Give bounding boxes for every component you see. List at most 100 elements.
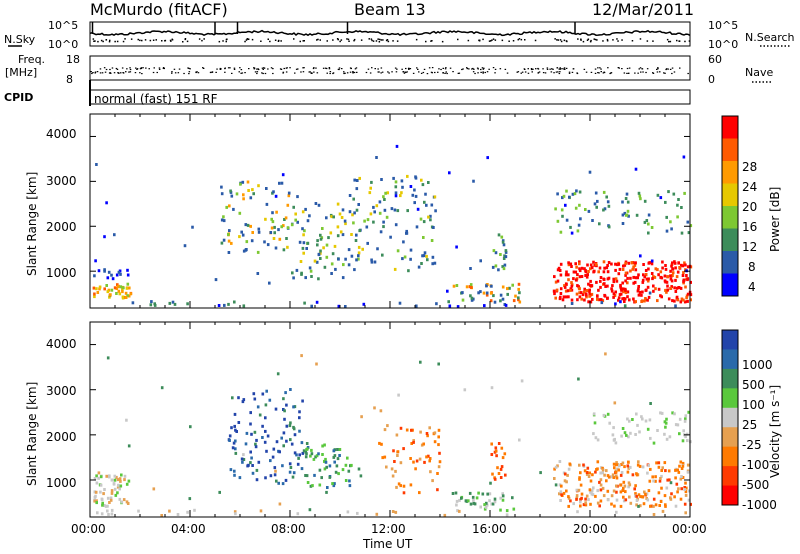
power-echo <box>499 253 502 256</box>
nave-series-dot <box>637 72 639 74</box>
power-echo <box>606 270 610 274</box>
power-echo <box>678 266 681 269</box>
power-echo <box>485 291 489 295</box>
nave-series-dot <box>600 71 602 73</box>
nsearch-series-dot <box>116 40 119 43</box>
nsearch-series-dot <box>415 38 418 41</box>
power-echo <box>644 269 648 272</box>
velocity-echo <box>233 424 236 428</box>
velocity-echo <box>418 491 421 495</box>
nsearch-series-dot <box>267 38 269 40</box>
power-echo <box>222 238 226 242</box>
velocity-echo <box>680 467 684 470</box>
velocity-echo <box>603 473 606 477</box>
nave-series-dot <box>125 71 127 73</box>
power-echo <box>614 277 618 281</box>
freq-series-dot <box>546 67 549 69</box>
power-echo <box>222 215 225 219</box>
power-cbar-tick: 20 <box>742 200 758 214</box>
velocity-echo <box>649 402 652 405</box>
power-echo <box>357 254 360 258</box>
velocity-echo <box>116 478 120 482</box>
velocity-echo <box>627 485 630 489</box>
power-echo <box>220 185 223 189</box>
velocity-echo <box>615 461 618 465</box>
power-echo <box>518 300 522 304</box>
velocity-echo <box>680 475 683 478</box>
velocity-echo <box>612 426 615 430</box>
power-echo <box>680 231 684 235</box>
velocity-echo <box>613 401 617 405</box>
power-echo <box>684 263 687 267</box>
velocity-echo <box>578 477 581 481</box>
velocity-echo <box>383 428 387 432</box>
velocity-echo <box>254 445 258 449</box>
velocity-echo <box>654 475 657 479</box>
velocity-echo <box>311 484 314 488</box>
nave-series-dot <box>238 71 240 73</box>
power-echo <box>242 304 246 308</box>
nsearch-series-dot <box>684 40 686 43</box>
power-echo <box>654 287 657 291</box>
velocity-echo <box>255 468 259 472</box>
velocity-echo <box>237 396 240 400</box>
power-echo <box>623 304 627 308</box>
nave-series-dot <box>308 71 310 73</box>
power-echo <box>370 180 373 184</box>
power-echo <box>341 233 345 237</box>
power-echo <box>126 282 130 286</box>
velocity-echo <box>235 430 238 433</box>
velocity-echo <box>497 442 501 445</box>
velocity-echo <box>584 501 587 505</box>
power-echo <box>347 263 351 267</box>
velocity-echo <box>289 421 292 425</box>
velocity-echo <box>107 513 110 516</box>
velocity-echo <box>273 473 277 477</box>
power-echo <box>578 262 581 266</box>
power-echo <box>504 249 508 253</box>
nave-series-dot <box>195 71 197 74</box>
power-echo <box>325 243 329 247</box>
nsearch-series-dot <box>326 40 328 42</box>
velocity-echo <box>315 454 319 458</box>
power-echo <box>485 293 489 297</box>
power-echo <box>665 229 669 233</box>
nave-series-dot <box>101 72 104 74</box>
freq-panel-frame <box>89 55 691 81</box>
power-echo <box>497 268 500 272</box>
nave-series-dot <box>197 72 200 74</box>
nsearch-series-dot <box>105 39 108 41</box>
velocity-echo <box>347 469 351 473</box>
velocity-echo <box>276 372 280 376</box>
velocity-echo <box>464 499 468 503</box>
nave-series-dot <box>215 71 217 73</box>
velocity-echo <box>100 512 104 516</box>
velocity-echo <box>654 503 658 507</box>
power-echo <box>570 284 574 288</box>
power-echo <box>306 219 310 223</box>
nsearch-series-dot <box>593 38 595 40</box>
nsearch-series-dot <box>596 39 598 41</box>
velocity-echo <box>346 456 349 460</box>
velocity-echo <box>93 499 96 503</box>
power-echo <box>559 287 563 291</box>
power-echo <box>671 267 675 271</box>
velocity-echo <box>414 467 417 471</box>
velocity-colorbar-segment <box>722 466 738 487</box>
power-echo <box>633 263 637 267</box>
velocity-echo <box>396 454 399 457</box>
power-echo <box>376 247 379 251</box>
velocity-echo <box>265 389 268 393</box>
power-echo <box>637 191 641 195</box>
power-echo <box>407 269 410 273</box>
velocity-echo <box>186 510 189 514</box>
velocity-echo <box>670 492 673 496</box>
power-echo <box>661 266 664 270</box>
power-echo <box>682 271 685 275</box>
power-echo <box>597 288 600 292</box>
freq-series-dot <box>105 68 108 71</box>
power-echo <box>394 191 398 195</box>
velocity-echo <box>674 504 678 508</box>
velocity-echo <box>635 472 638 476</box>
velocity-echo <box>659 411 662 415</box>
